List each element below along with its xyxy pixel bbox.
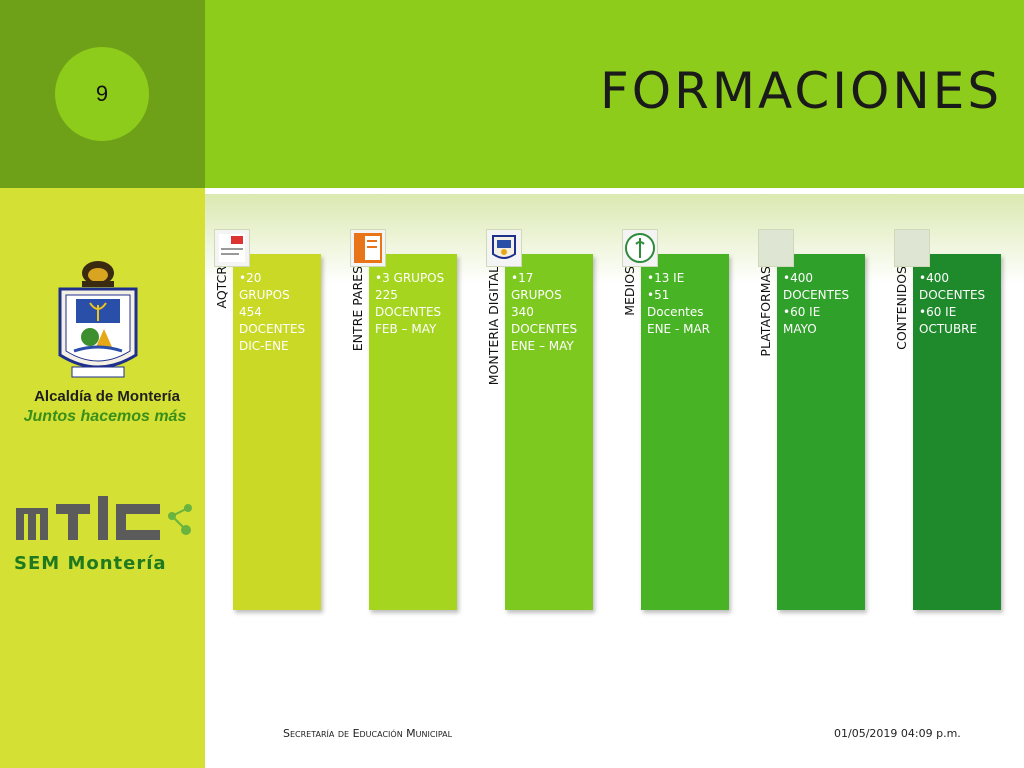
column-line: •60 IE <box>783 305 821 319</box>
column-label-contenidos: CONTENIDOS <box>894 266 909 350</box>
column-line: 454 <box>239 305 262 319</box>
aqtcr-thumbnail-icon <box>214 229 250 267</box>
column-label-aqtcr: AQTCR <box>214 266 229 309</box>
mtic-subtitle: SEM Montería <box>14 553 167 574</box>
column-line: 340 <box>511 305 534 319</box>
mtic-logo-icon <box>16 496 192 540</box>
column-text: •13 IE •51 Docentes ENE - MAR <box>647 270 727 338</box>
column-label-plataformas: PLATAFORMAS <box>758 266 773 357</box>
column-line: ENE - MAR <box>647 322 710 336</box>
column-line: DOCENTES <box>919 288 986 302</box>
column-text: •17 GRUPOS 340 DOCENTES ENE – MAY <box>511 270 591 355</box>
column-monteria-digital: •17 GRUPOS 340 DOCENTES ENE – MAY <box>505 254 593 610</box>
column-line: •51 <box>647 288 670 302</box>
column-plataformas: •400 DOCENTES •60 IE MAYO <box>777 254 865 610</box>
column-line: GRUPOS <box>511 288 562 302</box>
column-contenidos: •400 DOCENTES •60 IE OCTUBRE <box>913 254 1001 610</box>
column-text: •400 DOCENTES •60 IE MAYO <box>783 270 863 338</box>
entre-pares-thumbnail-icon <box>350 229 386 267</box>
column-line: Docentes <box>647 305 704 319</box>
column-line: •3 GRUPOS <box>375 271 445 285</box>
column-line: FEB – MAY <box>375 322 437 336</box>
column-line: MAYO <box>783 322 817 336</box>
column-entre-pares: •3 GRUPOS 225 DOCENTES FEB – MAY <box>369 254 457 610</box>
column-line: •13 IE <box>647 271 685 285</box>
column-line: •400 <box>783 271 813 285</box>
slide-number: 9 <box>95 81 109 106</box>
content-gradient <box>205 194 1024 284</box>
column-label-monteria-digital: MONTERIA DIGITAL <box>486 266 501 386</box>
footer-organization: Secretaría de Educación Municipal <box>283 727 453 740</box>
column-line: DOCENTES <box>375 305 442 319</box>
alcaldia-tagline: Juntos hacemos más <box>23 408 187 425</box>
column-line: OCTUBRE <box>919 322 978 336</box>
header-divider <box>205 188 1024 194</box>
column-line: •20 <box>239 271 262 285</box>
alcaldia-title: Alcaldía de Montería <box>34 388 180 405</box>
column-line: DOCENTES <box>511 322 578 336</box>
column-text: •20 GRUPOS 454 DOCENTES DIC-ENE <box>239 270 319 355</box>
column-line: 225 <box>375 288 398 302</box>
column-aqtcr: •20 GRUPOS 454 DOCENTES DIC-ENE <box>233 254 321 610</box>
medios-thumbnail-icon <box>622 229 658 267</box>
column-line: •17 <box>511 271 534 285</box>
column-line: •400 <box>919 271 949 285</box>
plataformas-thumbnail-icon <box>758 229 794 267</box>
footer-datetime: 01/05/2019 04:09 p.m. <box>834 727 961 740</box>
column-line: •60 IE <box>919 305 957 319</box>
column-line: GRUPOS <box>239 288 290 302</box>
slide-title: FORMACIONES <box>600 62 1003 120</box>
slide-number-circle <box>55 47 149 141</box>
column-label-entre-pares: ENTRE PARES <box>350 266 365 352</box>
header-banner <box>205 0 1024 188</box>
monteria-digital-thumbnail-icon <box>486 229 522 267</box>
alcaldia-crest-icon <box>58 261 138 378</box>
column-line: DOCENTES <box>239 322 306 336</box>
column-line: ENE – MAY <box>511 339 574 353</box>
column-label-medios: MEDIOS <box>622 266 637 316</box>
column-line: DIC-ENE <box>239 339 289 353</box>
contenidos-thumbnail-icon <box>894 229 930 267</box>
column-text: •400 DOCENTES •60 IE OCTUBRE <box>919 270 999 338</box>
column-medios: •13 IE •51 Docentes ENE - MAR <box>641 254 729 610</box>
column-line: DOCENTES <box>783 288 850 302</box>
column-text: •3 GRUPOS 225 DOCENTES FEB – MAY <box>375 270 455 338</box>
